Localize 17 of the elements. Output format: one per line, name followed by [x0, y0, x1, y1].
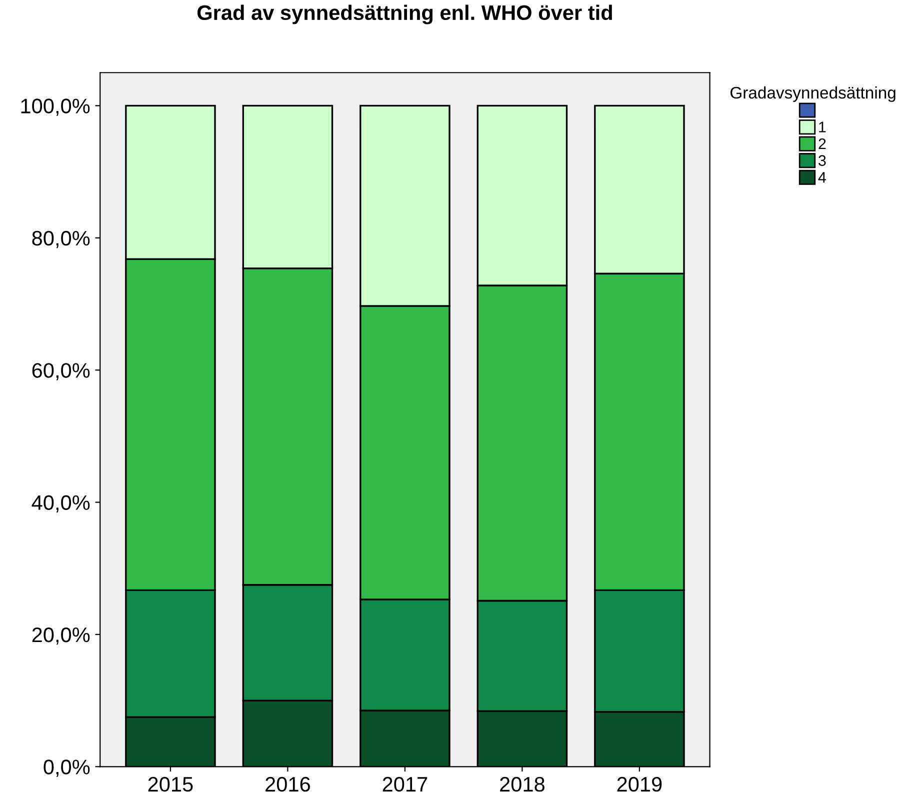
legend-label: 1 — [819, 122, 826, 132]
x-tick-label: 2018 — [500, 776, 544, 792]
chart-title: Grad av synnedsättning enl. WHO över tid — [197, 4, 612, 24]
legend-label: 2 — [818, 138, 826, 150]
x-tick-label: 2017 — [382, 776, 428, 792]
y-tick-label: 80,0% — [32, 230, 90, 248]
x-tick-label: 2016 — [266, 776, 310, 792]
y-tick-label: 40,0% — [32, 495, 90, 512]
y-tick-label: 0,0% — [44, 760, 90, 777]
legend-label: 4 — [818, 172, 826, 183]
x-tick-label: 2015 — [148, 776, 193, 792]
legend-title: Gradavsynnedsättning — [730, 86, 896, 102]
y-tick-label: 60,0% — [32, 363, 90, 380]
legend-label: 3 — [818, 155, 826, 166]
y-tick-label: 20,0% — [32, 627, 90, 645]
y-tick-label: 100,0% — [21, 98, 90, 116]
x-tick-label: 2019 — [617, 776, 662, 792]
